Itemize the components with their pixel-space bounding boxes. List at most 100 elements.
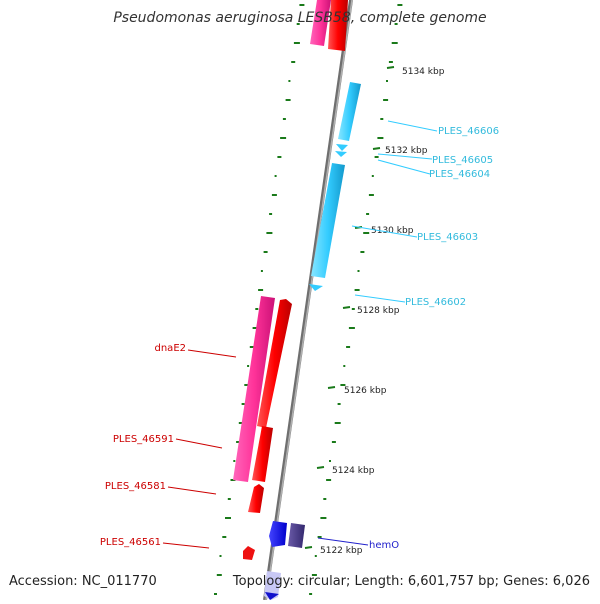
gc-track-mark — [244, 384, 250, 386]
gc-track-mark — [377, 137, 384, 139]
gc-track-mark — [331, 441, 336, 443]
gc-track-mark — [380, 118, 384, 120]
gene-ples-46605[interactable] — [336, 144, 348, 151]
gc-track-mark — [255, 308, 259, 310]
gc-track-mark — [363, 232, 370, 234]
gc-track-mark — [241, 403, 245, 405]
label-ples-46605[interactable]: PLES_46605 — [432, 155, 493, 166]
gc-track-mark — [326, 479, 332, 481]
gc-track-mark — [269, 213, 273, 215]
gc-track-mark — [263, 251, 268, 253]
gc-track-mark — [277, 156, 282, 158]
gc-track-mark — [299, 4, 305, 6]
gc-track-mark — [296, 23, 300, 25]
gc-track-mark — [293, 42, 300, 44]
reverse-strand-genes — [269, 0, 361, 548]
gc-track-mark — [343, 365, 346, 367]
gc-track-mark — [271, 194, 277, 196]
gc-track-mark — [383, 99, 389, 101]
gc-track-mark — [252, 327, 259, 329]
gc-track-mark — [317, 536, 322, 538]
gc-track-mark — [236, 441, 241, 443]
gc-track-mark — [314, 555, 317, 557]
scale-label: 5126 kbp — [344, 386, 387, 396]
gc-track-mark — [227, 498, 231, 500]
gc-track-mark — [334, 422, 341, 424]
forward-strand-genes — [233, 0, 331, 600]
scale-label: 5122 kbp — [320, 546, 363, 556]
gc-track-mark — [309, 593, 313, 595]
gene-ples-46604[interactable] — [335, 151, 347, 157]
genome-title: Pseudomonas aeruginosa LESB58, complete … — [113, 10, 487, 26]
gc-track-mark — [266, 232, 273, 234]
genome-summary-label: Topology: circular; Length: 6,601,757 bp… — [232, 574, 590, 589]
gc-track-mark — [329, 460, 331, 462]
gc-track-mark — [397, 4, 403, 6]
gc-track-mark — [374, 156, 379, 158]
gene-labels-left: dnaE2 PLES_46591 PLES_46581 PLES_46561 — [100, 343, 186, 548]
gc-track-mark — [354, 289, 360, 291]
gc-track-mark — [340, 384, 346, 386]
gc-track-mark — [366, 213, 370, 215]
label-hemO[interactable]: hemO — [369, 540, 399, 551]
gc-track-mark — [320, 517, 327, 519]
gc-track-mark — [357, 270, 360, 272]
label-leaders — [162, 120, 438, 549]
gc-track-mark — [225, 517, 231, 519]
accession-label: Accession: NC_011770 — [9, 574, 157, 589]
gene-ples-46602[interactable] — [309, 284, 323, 291]
gc-track-mark — [288, 80, 291, 82]
gc-track-mark — [311, 574, 317, 576]
gc-track-mark — [282, 118, 286, 120]
cds-dnaE2[interactable] — [233, 296, 275, 482]
gc-track-mark — [280, 137, 287, 139]
gene-ples-46591[interactable] — [252, 426, 273, 482]
label-ples-46561[interactable]: PLES_46561 — [100, 537, 161, 548]
gc-track-mark — [274, 175, 277, 177]
scale-label: 5134 kbp — [402, 67, 445, 77]
gc-track-mark — [291, 61, 296, 63]
gene-ples-46606[interactable] — [338, 82, 361, 141]
gene-hemo[interactable] — [288, 523, 305, 548]
label-dnaE2[interactable]: dnaE2 — [155, 343, 187, 354]
gc-track-mark — [323, 498, 327, 500]
gc-track-mark — [222, 536, 227, 538]
gc-track-mark — [285, 99, 291, 101]
gc-track-mark — [360, 251, 365, 253]
gene-hemo-a[interactable] — [269, 521, 287, 547]
gene-ples-46581[interactable] — [248, 484, 264, 513]
gene-ples-46603[interactable] — [311, 163, 345, 278]
gc-track-mark — [249, 346, 254, 348]
gc-track-mark — [348, 327, 355, 329]
scale-label: 5130 kbp — [371, 226, 414, 236]
gc-track-mark — [391, 42, 398, 44]
scale-label: 5132 kbp — [385, 146, 428, 156]
backbone — [263, 0, 353, 601]
gc-track-mark — [371, 175, 374, 177]
label-ples-46604[interactable]: PLES_46604 — [429, 169, 490, 180]
gc-track-mark — [247, 365, 250, 367]
label-ples-46591[interactable]: PLES_46591 — [113, 434, 174, 445]
gc-track-mark — [337, 403, 341, 405]
gc-track-mark — [394, 23, 398, 25]
gene-partial-top-left-pink[interactable] — [310, 0, 331, 46]
gene-partial-bottom-arrow[interactable] — [265, 592, 279, 600]
gene-dnaE2[interactable] — [257, 299, 292, 428]
gc-track-mark — [219, 555, 222, 557]
gene-ples-46561[interactable] — [243, 546, 255, 560]
gc-track-mark — [260, 270, 263, 272]
gc-track-mark — [386, 80, 388, 82]
gc-track-mark — [233, 460, 236, 462]
label-ples-46602[interactable]: PLES_46602 — [405, 297, 466, 308]
gc-track-mark — [388, 61, 393, 63]
label-ples-46606[interactable]: PLES_46606 — [438, 126, 499, 137]
gene-partial-top-right[interactable] — [328, 0, 348, 51]
scale-labels: 5134 kbp 5132 kbp 5130 kbp 5128 kbp 5126… — [320, 67, 445, 556]
gc-track-mark — [214, 593, 217, 595]
label-ples-46603[interactable]: PLES_46603 — [417, 232, 478, 243]
gc-track-right — [309, 4, 403, 595]
gene-labels-right: PLES_46606 PLES_46605 PLES_46604 PLES_46… — [369, 126, 499, 551]
label-ples-46581[interactable]: PLES_46581 — [105, 481, 166, 492]
